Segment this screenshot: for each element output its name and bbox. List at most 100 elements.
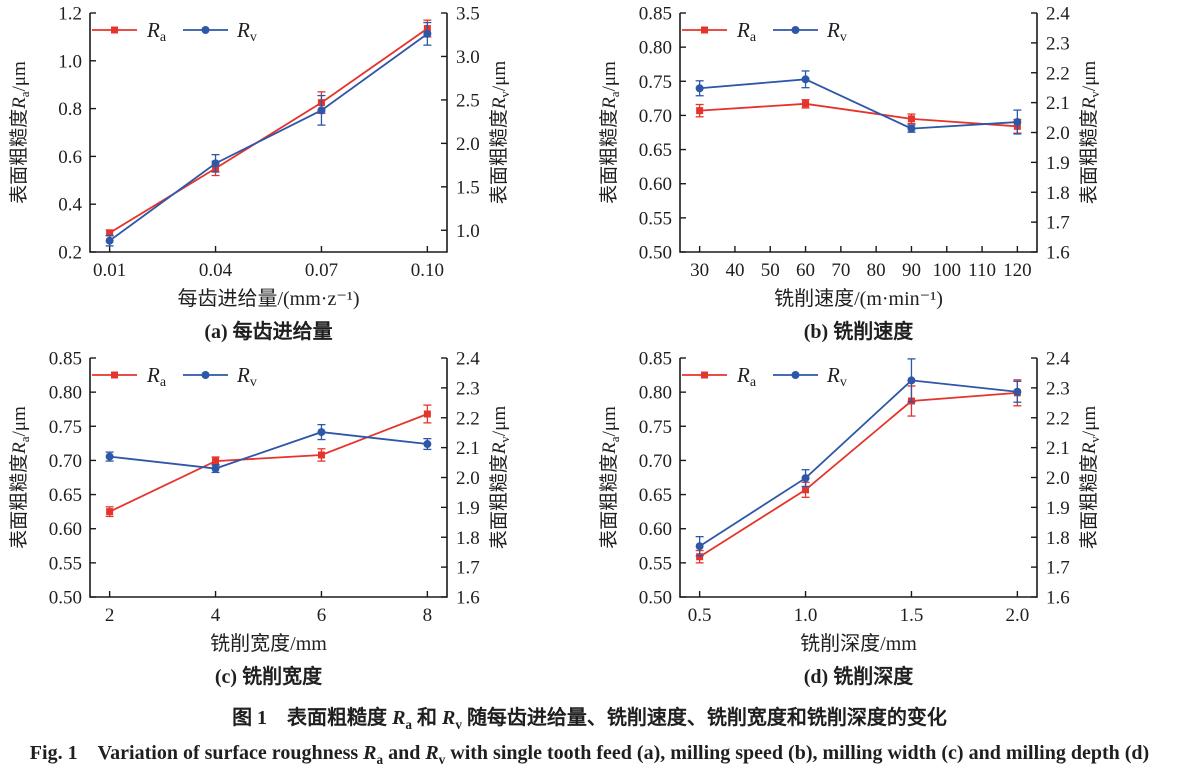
caption-en-symbol-rv: R xyxy=(425,742,439,764)
subplot-a: 0.01 0.04 0.07 0.10 0.2 0.4 0.6 0.8 1.0 1.2 1.0 1.5… xyxy=(0,0,589,345)
y-axis-right-title: 表面粗糙度Rv/μm xyxy=(488,61,512,205)
y-left-tick-label: 1.2 xyxy=(58,4,82,25)
y-left-tick-label: 0.65 xyxy=(639,140,672,161)
square-marker xyxy=(106,508,114,516)
y-right-tick-label: 1.6 xyxy=(1046,243,1070,264)
x-tick-label: 0.5 xyxy=(688,605,712,626)
series-Ra xyxy=(105,404,432,518)
legend-label: Rv xyxy=(826,363,847,390)
caption-en-text: with single tooth feed (a), milling spee… xyxy=(445,742,1150,764)
y-axis-right: 1.6 1.7 1.8 1.9 2.0 2.1 2.2 2.3 2.4 xyxy=(1031,4,1070,264)
y-right-tick-label: 2.2 xyxy=(1046,408,1070,429)
series-Rv xyxy=(105,21,432,247)
y-left-tick-label: 0.85 xyxy=(639,349,672,370)
y-axis-left-title: 表面粗糙度Ra/μm xyxy=(8,406,32,549)
series-line xyxy=(109,33,428,242)
y-right-tick-label: 1.7 xyxy=(1046,213,1070,234)
x-tick-label: 0.04 xyxy=(199,260,233,281)
circle-marker xyxy=(211,159,220,168)
circle-marker xyxy=(105,452,114,461)
x-axis-title: 铣削速度/(m·min⁻¹) xyxy=(774,287,943,310)
series-line xyxy=(699,391,1018,558)
legend-circle-marker xyxy=(201,26,210,34)
y-right-tick-label: 1.8 xyxy=(1046,183,1070,204)
series-line xyxy=(109,431,428,470)
caption-cn-text: 和 xyxy=(412,707,442,729)
x-tick-label: 110 xyxy=(968,260,996,281)
square-marker xyxy=(212,457,220,465)
caption-en-sub-v: v xyxy=(438,752,446,767)
circle-marker xyxy=(423,440,432,449)
y-axis-right-title: 表面粗糙度Rv/μm xyxy=(1078,406,1102,550)
chart-b-canvas: 30 40 50 60 70 80 90 100 110 1200.500.550.600.650… xyxy=(598,4,1102,311)
y-left-tick-label: 0.80 xyxy=(639,383,672,404)
chart-c-canvas: 2 4 6 80.500.550.600.650.700.750.800.851.61… xyxy=(8,349,512,656)
legend-label: Rv xyxy=(826,18,847,45)
y-right-tick-label: 1.7 xyxy=(456,558,480,579)
legend-square-marker xyxy=(701,371,708,379)
y-left-tick-label: 0.75 xyxy=(639,417,672,438)
y-left-tick-label: 0.6 xyxy=(58,147,82,168)
y-axis-left: 0.50 0.55 0.60 0.65 0.70 0.75 0.80 0.85 xyxy=(639,4,686,264)
x-tick-label: 1.0 xyxy=(794,605,818,626)
x-tick-label: 0.10 xyxy=(411,260,444,281)
circle-marker xyxy=(801,474,810,483)
y-right-tick-label: 2.4 xyxy=(456,349,480,370)
legend-circle-marker xyxy=(791,371,800,379)
y-right-tick-label: 2.3 xyxy=(456,378,480,399)
legend-label: Ra xyxy=(146,363,167,390)
x-tick-label: 120 xyxy=(1003,260,1032,281)
circle-marker xyxy=(317,428,326,437)
y-left-tick-label: 0.70 xyxy=(639,106,672,127)
square-marker xyxy=(696,107,704,115)
x-tick-label: 50 xyxy=(761,260,780,281)
square-marker xyxy=(317,451,325,459)
x-axis: 0.5 1.0 1.5 2.0 xyxy=(688,591,1029,626)
y-right-tick-label: 1.9 xyxy=(1046,153,1070,174)
y-right-tick-label: 2.2 xyxy=(1046,63,1070,84)
y-left-tick-label: 0.55 xyxy=(639,208,672,229)
y-right-tick-label: 1.6 xyxy=(1046,588,1070,609)
subplot-d: 0.5 1.0 1.5 2.0 0.50 0.55 0.60 0.65 0.70 0.75 0.80… xyxy=(590,345,1179,690)
y-left-tick-label: 0.2 xyxy=(58,243,82,264)
legend-circle-marker xyxy=(201,371,210,379)
y-right-tick-label: 2.3 xyxy=(1046,378,1070,399)
x-tick-label: 4 xyxy=(211,605,221,626)
chart-a-canvas: 0.01 0.04 0.07 0.10 0.2 0.4 0.6 0.8 1.0 1.2 1.0 1.5… xyxy=(8,4,512,311)
legend: Ra Rv xyxy=(682,363,847,390)
x-tick-label: 2 xyxy=(105,605,115,626)
figure-caption-english: Fig. 1 Variation of surface roughness Ra… xyxy=(0,739,1179,774)
y-right-tick-label: 2.5 xyxy=(456,90,480,111)
subplot-b: 30 40 50 60 70 80 90 100 110 120 0.50 0.55 0.60 0.65 0… xyxy=(590,0,1179,345)
circle-marker xyxy=(801,75,810,84)
figure-caption-chinese: 图 1 表面粗糙度 Ra 和 Rv 随每齿进给量、铣削速度、铣削宽度和铣削深度的… xyxy=(0,704,1179,739)
series-line xyxy=(109,413,428,513)
legend-label: Ra xyxy=(736,18,757,45)
y-axis-right: 1.6 1.7 1.8 1.9 2.0 2.1 2.2 2.3 2.4 xyxy=(1031,349,1070,609)
y-axis-right-title: 表面粗糙度Rv/μm xyxy=(488,406,512,550)
legend-square-marker xyxy=(111,371,118,379)
series-line xyxy=(699,78,1018,130)
subplot-grid: 0.01 0.04 0.07 0.10 0.2 0.4 0.6 0.8 1.0 1.2 1.0 1.5… xyxy=(0,0,1179,690)
x-tick-label: 8 xyxy=(423,605,433,626)
y-right-tick-label: 2.1 xyxy=(1046,438,1070,459)
y-left-tick-label: 0.60 xyxy=(639,519,672,540)
x-tick-label: 90 xyxy=(902,260,921,281)
circle-marker xyxy=(907,376,916,385)
x-tick-label: 30 xyxy=(690,260,709,281)
series-line xyxy=(699,379,1018,547)
y-right-tick-label: 2.3 xyxy=(1046,33,1070,54)
x-tick-label: 60 xyxy=(796,260,815,281)
caption-cn-text: 图 1 表面粗糙度 xyxy=(232,707,393,729)
x-axis: 2 4 6 8 xyxy=(105,591,432,626)
series-Rv xyxy=(105,423,432,474)
legend: Ra Rv xyxy=(92,363,257,390)
x-axis: 30 40 50 60 70 80 90 100 110 120 xyxy=(690,246,1032,281)
caption-cn-text: 随每齿进给量、铣削速度、铣削宽度和铣削深度的变化 xyxy=(461,707,947,729)
y-left-tick-label: 0.85 xyxy=(49,349,82,370)
y-axis-left-title: 表面粗糙度Ra/μm xyxy=(8,61,32,204)
axes-frame xyxy=(89,13,448,253)
circle-marker xyxy=(695,542,704,551)
legend-label: Ra xyxy=(736,363,757,390)
y-right-tick-label: 2.0 xyxy=(456,468,480,489)
